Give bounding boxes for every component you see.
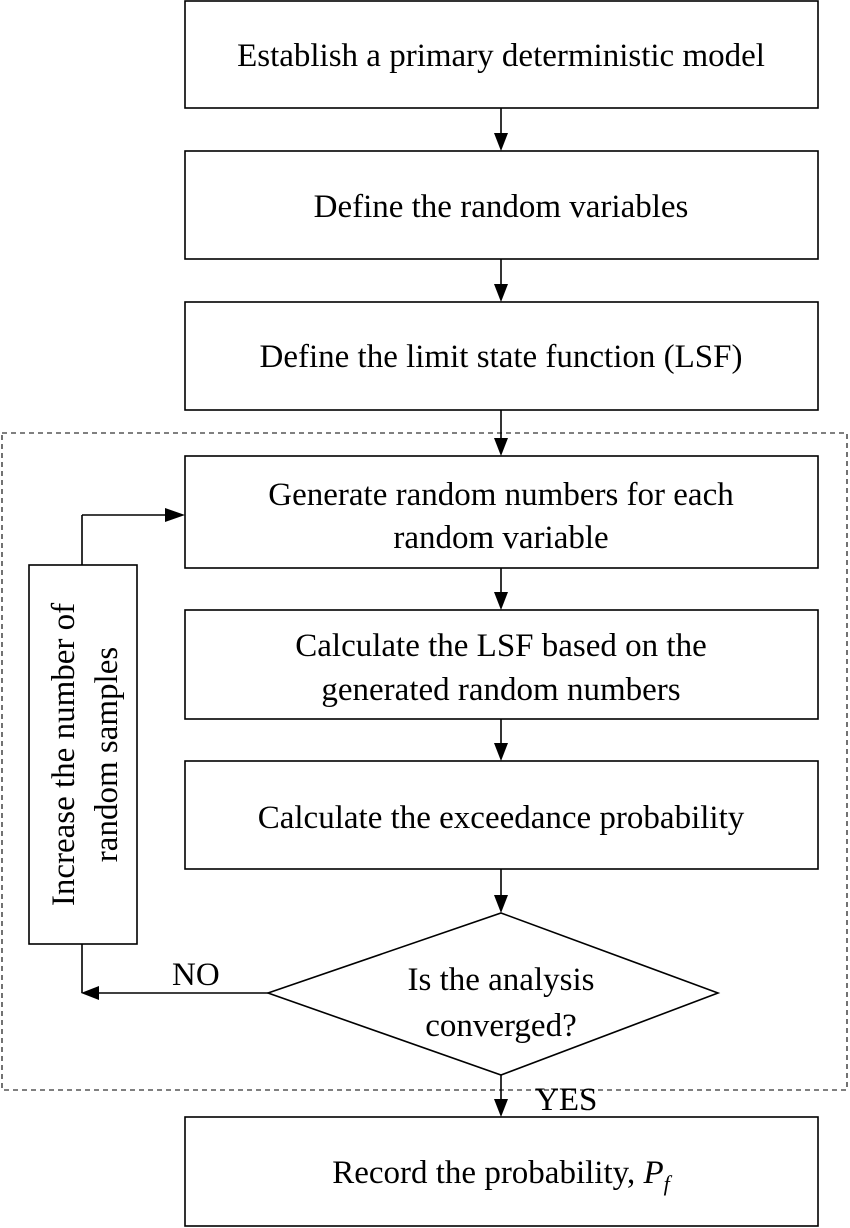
step-generate-numbers-line-2: random variable (393, 520, 608, 556)
step-generate-numbers: Generate random numbers for each random … (184, 455, 819, 569)
arrow-3-to-4 (494, 410, 508, 456)
step-increase-samples-line-2: random samples (89, 647, 125, 862)
no-label: NO (172, 957, 220, 993)
yes-label: YES (535, 1082, 597, 1118)
probability-subscript: f (664, 1171, 673, 1196)
step-calculate-lsf-line-1: Calculate the LSF based on the (295, 628, 707, 664)
decision-line-2: converged? (425, 1008, 576, 1044)
loop-connector (81, 508, 185, 993)
step-define-variables-text: Define the random variables (314, 189, 689, 225)
step-define-lsf-text: Define the limit state function (LSF) (260, 339, 743, 375)
step-define-variables: Define the random variables (184, 150, 819, 260)
step-record-probability-text: Record the probability, Pf (332, 1155, 672, 1196)
no-branch-arrow (81, 986, 268, 1000)
step-establish-model-text: Establish a primary deterministic model (237, 38, 765, 74)
arrow-6-to-decision (494, 869, 508, 913)
step-calculate-probability-text: Calculate the exceedance probability (258, 800, 745, 836)
step-increase-samples-line-1: Increase the number of (46, 603, 82, 906)
arrow-2-to-3 (494, 259, 508, 302)
probability-symbol: P (642, 1155, 663, 1191)
step-calculate-lsf-line-2: generated random numbers (321, 672, 680, 708)
step-define-lsf: Define the limit state function (LSF) (184, 301, 819, 411)
step-calculate-probability: Calculate the exceedance probability (184, 760, 819, 870)
decision-line-1: Is the analysis (408, 962, 595, 998)
step-record-probability: Record the probability, Pf (184, 1116, 819, 1227)
arrow-4-to-5 (494, 568, 508, 610)
step-establish-model: Establish a primary deterministic model (184, 0, 819, 109)
arrow-1-to-2 (494, 108, 508, 151)
arrow-5-to-6 (494, 719, 508, 761)
yes-branch-arrow (494, 1075, 508, 1117)
step-calculate-lsf: Calculate the LSF based on the generated… (184, 609, 819, 720)
step-generate-numbers-line-1: Generate random numbers for each (268, 477, 734, 513)
record-label: Record the probability, (332, 1155, 643, 1191)
simulation-loop-region (1, 432, 848, 1091)
decision-converged: Is the analysis converged? (265, 912, 721, 1076)
step-increase-samples: Increase the number of random samples (28, 564, 138, 945)
